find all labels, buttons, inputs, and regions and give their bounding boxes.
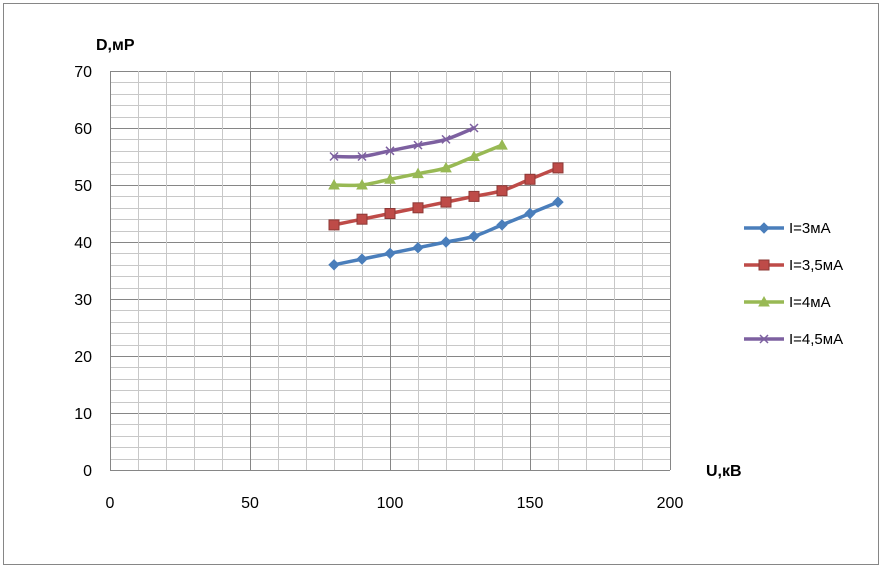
x-tick-label: 200 [657, 495, 684, 512]
y-tick-label: 0 [83, 463, 92, 480]
data-point [384, 208, 396, 219]
data-point [329, 151, 339, 162]
data-point [328, 219, 340, 231]
data-point [524, 173, 536, 185]
legend: I=3мА I=3,5мА I=4мА I=4,5мА [744, 220, 843, 348]
legend-item: I=4,5мА [744, 331, 843, 348]
series-4 [329, 123, 479, 162]
y-tick-label: 10 [74, 406, 92, 423]
axes: 0 10 20 30 40 50 60 70 0 50 100 150 200 [74, 64, 683, 512]
series-1 [328, 196, 564, 271]
y-tick-label: 60 [74, 121, 92, 138]
grid-lines [110, 71, 671, 471]
y-tick-label: 40 [74, 235, 92, 252]
legend-marker [758, 259, 770, 271]
data-point [356, 213, 368, 225]
y-tick-label: 70 [74, 64, 92, 81]
y-axis-title: D,мР [96, 37, 135, 54]
data-point [384, 173, 396, 184]
legend-marker [758, 295, 770, 307]
data-point [496, 219, 508, 231]
legend-marker [759, 334, 769, 344]
x-axis-title: U,кВ [706, 463, 742, 480]
data-point [356, 178, 368, 190]
y-tick-label: 30 [74, 292, 92, 309]
series-lines [328, 123, 564, 271]
legend-label: I=4,5мА [789, 331, 843, 348]
data-point [468, 230, 480, 243]
data-point [552, 196, 564, 208]
x-tick-label: 100 [377, 495, 404, 512]
legend-item: I=3,5мА [744, 257, 843, 274]
data-point [412, 241, 424, 254]
data-point [384, 247, 396, 260]
legend-item: I=3мА [744, 220, 831, 237]
legend-marker [758, 222, 770, 234]
y-tick-label: 50 [74, 178, 92, 195]
data-point [524, 207, 536, 220]
data-point [413, 140, 423, 150]
data-point [412, 167, 424, 179]
data-point [552, 162, 564, 174]
series-line [332, 126, 476, 159]
x-tick-label: 50 [241, 495, 259, 512]
data-point [468, 150, 480, 161]
data-point [469, 123, 479, 133]
x-tick-label: 0 [106, 495, 115, 512]
data-point [440, 161, 452, 173]
data-point [441, 134, 451, 144]
legend-label: I=4мА [789, 294, 831, 311]
data-point [328, 259, 340, 271]
data-point [468, 190, 480, 202]
x-tick-label: 150 [517, 495, 544, 512]
data-point [496, 185, 508, 197]
legend-item: I=4мА [744, 294, 831, 311]
series-3 [328, 139, 508, 190]
chart-border [3, 3, 879, 565]
data-point [496, 139, 508, 150]
data-point [357, 151, 367, 162]
legend-label: I=3мА [789, 220, 831, 237]
y-tick-label: 20 [74, 349, 92, 366]
series-2 [328, 162, 564, 231]
legend-label: I=3,5мА [789, 257, 843, 274]
data-point [440, 196, 452, 208]
data-point [440, 236, 452, 248]
data-point [356, 253, 368, 265]
data-point [385, 146, 395, 156]
data-point [412, 202, 424, 214]
data-point [328, 178, 340, 190]
